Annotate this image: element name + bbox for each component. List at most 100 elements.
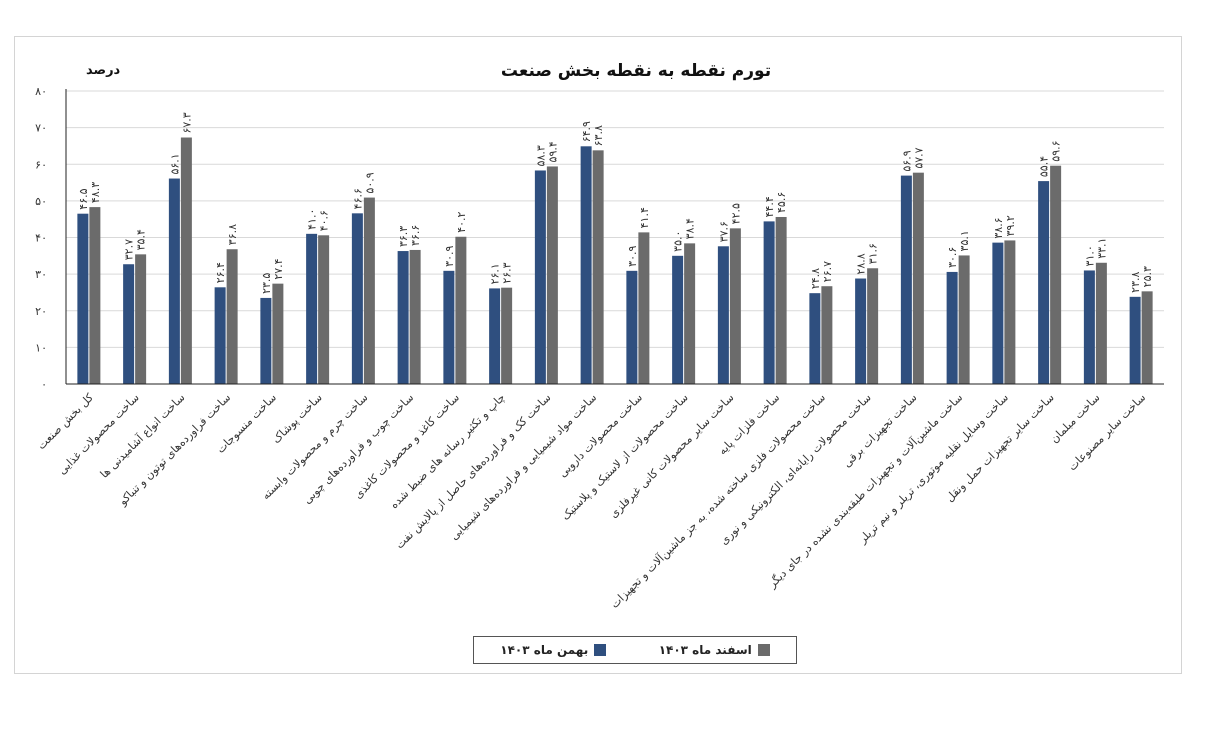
data-label: ۳۶.۶ — [409, 225, 422, 246]
bar — [580, 146, 592, 384]
bar — [672, 255, 684, 384]
x-tick-label: ساخت محصولات دارویی — [556, 391, 645, 480]
data-label: ۵۸.۳ — [534, 145, 547, 166]
bar — [912, 172, 924, 384]
bar — [214, 287, 226, 384]
y-tick-label: ۸۰ — [35, 85, 47, 98]
bar — [717, 246, 729, 384]
bar — [180, 137, 192, 384]
data-label: ۴۱.۴ — [638, 207, 651, 228]
bar — [318, 235, 330, 384]
data-labels: ۴۶.۵ ۴۸.۳ ۳۲.۷ ۳۵.۴ ۵۶.۱ ۶۷.۳ ۲۶.۴ ۳۶.۸ ۲۳.۵۲۷.۴… — [77, 112, 1154, 294]
data-label: ۳۰.۶ — [946, 247, 959, 268]
y-tick-label: ۵۰ — [35, 195, 47, 208]
bar — [363, 197, 375, 384]
data-label: ۲۶.۷ — [821, 261, 834, 282]
legend-swatch-gray — [757, 644, 770, 656]
data-label: ۲۳.۵ — [260, 273, 273, 294]
bar — [455, 236, 467, 384]
bar — [123, 264, 135, 384]
data-label: ۵۹.۶ — [1050, 140, 1063, 161]
bar — [501, 287, 513, 384]
data-label: ۲۷.۴ — [272, 258, 285, 279]
bar — [1038, 181, 1050, 384]
bar — [958, 255, 970, 384]
bar — [900, 175, 912, 384]
bar — [272, 283, 284, 384]
data-label: ۴۲.۵ — [729, 203, 742, 224]
bar — [855, 278, 867, 384]
bar — [946, 271, 958, 384]
bar — [684, 243, 696, 384]
bar — [775, 216, 787, 384]
gridlines — [66, 90, 1164, 348]
data-label: ۳۸.۶ — [992, 217, 1005, 238]
y-tick-label: ۶۰ — [35, 158, 47, 171]
bar — [135, 254, 147, 384]
data-label: ۵۶.۱ — [168, 153, 181, 174]
data-label: ۳۶.۳ — [397, 226, 410, 247]
data-label: ۳۹.۲ — [1004, 215, 1017, 236]
y-axis-unit-label: درصد — [86, 63, 121, 78]
data-label: ۳۸.۴ — [684, 218, 697, 239]
data-label: ۵۵.۴ — [1038, 156, 1051, 177]
data-label: ۲۸.۸ — [855, 253, 868, 274]
legend-item-series-2: اسفند ماه ۱۴۰۳ — [659, 643, 770, 657]
bar — [443, 270, 455, 384]
bar — [89, 207, 101, 384]
data-label: ۴۶.۵ — [77, 188, 90, 209]
data-label: ۲۶.۴ — [214, 262, 227, 283]
bar — [1083, 270, 1095, 384]
legend-item-series-1: بهمن ماه ۱۴۰۳ — [500, 643, 607, 657]
bar — [306, 233, 318, 384]
bar — [809, 293, 821, 384]
bar — [626, 270, 638, 384]
legend-label-series-2: اسفند ماه ۱۴۰۳ — [658, 643, 752, 657]
y-tick-label: ۷۰ — [35, 122, 47, 135]
data-label: ۳۱.۰ — [1083, 245, 1096, 266]
data-label: ۲۶.۱ — [489, 263, 502, 284]
data-label: ۴۵.۶ — [775, 192, 788, 213]
bar — [1095, 262, 1107, 384]
data-label: ۳۵.۱ — [958, 230, 971, 251]
legend-swatch-blue — [594, 644, 607, 656]
legend-label-series-1: بهمن ماه ۱۴۰۳ — [500, 643, 589, 657]
data-label: ۳۳.۱ — [1095, 238, 1108, 259]
x-tick-label: ساخت محصولات غذایی — [56, 391, 142, 477]
bar — [1004, 240, 1016, 384]
bar — [763, 221, 775, 384]
data-label: ۴۰.۶ — [318, 210, 331, 231]
bar — [592, 150, 604, 384]
data-label: ۴۶.۶ — [351, 188, 364, 209]
bar — [409, 249, 421, 384]
bar — [992, 242, 1004, 384]
x-tick-label: ساخت محصولات فلزی ساخته شده، به جز ماشین… — [607, 390, 828, 611]
bar — [226, 249, 238, 384]
bar — [867, 268, 879, 384]
bar — [534, 170, 546, 384]
bar — [729, 228, 741, 384]
bar — [260, 297, 272, 384]
bar — [1141, 291, 1153, 384]
data-label: ۳۶.۸ — [226, 224, 239, 245]
data-label: ۵۰.۹ — [363, 172, 376, 193]
data-label: ۶۷.۳ — [180, 112, 193, 133]
y-tick-label: ۰ — [41, 378, 47, 391]
bars — [77, 137, 1153, 384]
data-label: ۳۰.۹ — [443, 246, 456, 267]
data-label: ۴۰.۲ — [455, 211, 468, 232]
data-label: ۳۱.۶ — [867, 243, 880, 264]
bar — [821, 286, 833, 384]
bar — [1129, 296, 1141, 384]
bar — [1050, 165, 1062, 384]
x-tick-label: ساخت سایر مصنوعات — [1066, 391, 1148, 473]
data-label: ۲۴.۸ — [809, 268, 822, 289]
data-label: ۳۰.۹ — [626, 246, 639, 267]
bar — [397, 251, 409, 384]
data-label: ۵۶.۹ — [900, 150, 913, 171]
data-label: ۶۳.۸ — [592, 125, 605, 146]
data-label: ۲۵.۳ — [1141, 266, 1154, 287]
bar — [168, 178, 180, 384]
data-label: ۶۴.۹ — [580, 121, 593, 142]
